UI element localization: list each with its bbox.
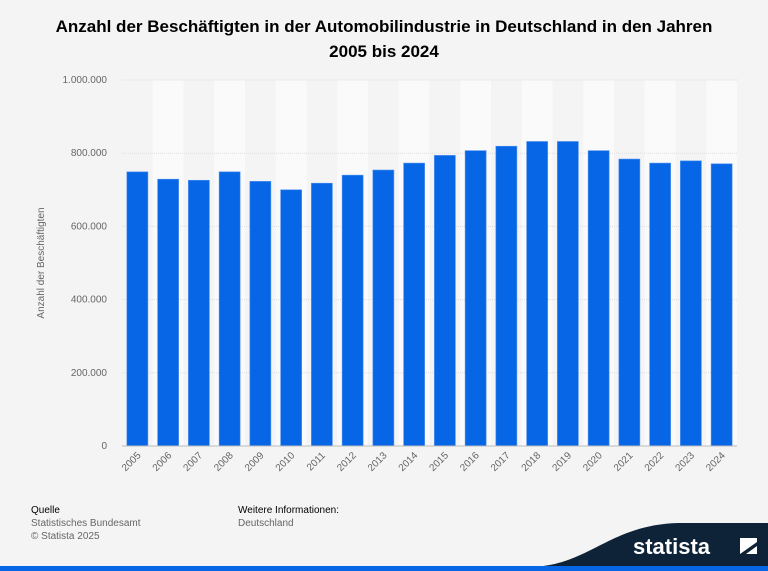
x-tick-label: 2016 xyxy=(458,450,482,474)
bar-2007 xyxy=(188,179,210,447)
bar-2011 xyxy=(311,182,333,447)
x-tick-label: 2010 xyxy=(274,450,298,474)
bar-2019 xyxy=(557,141,579,447)
bar-2014 xyxy=(403,162,425,447)
x-tick-label: 2017 xyxy=(489,450,513,474)
y-tick-label: 800.000 xyxy=(71,148,108,159)
bar-2012 xyxy=(341,174,364,447)
y-tick-label: 400.000 xyxy=(71,295,108,306)
y-tick-label: 200.000 xyxy=(71,368,108,379)
source-heading: Quelle xyxy=(31,505,60,516)
y-tick-label: 0 xyxy=(101,441,107,452)
x-tick-label: 2019 xyxy=(550,450,574,474)
info-heading: Weitere Informationen: xyxy=(238,505,339,516)
source-text[interactable]: Statistisches Bundesamt xyxy=(31,518,141,529)
x-tick-label: 2015 xyxy=(427,450,451,474)
x-tick-label: 2008 xyxy=(212,450,236,474)
bar-2016 xyxy=(464,150,487,447)
y-tick-label: 600.000 xyxy=(71,221,108,232)
bar-2022 xyxy=(649,162,671,447)
bar-2017 xyxy=(495,145,518,447)
source-block: Quelle Statistisches Bundesamt © Statist… xyxy=(31,504,141,543)
bar-2020 xyxy=(587,150,610,447)
bar-chart: 0 200.000 400.000 600.000 800.000 1.000.000 20… xyxy=(36,75,737,474)
x-tick-label: 2006 xyxy=(151,450,175,474)
chart-title: Anzahl der Beschäftigten in der Automobi… xyxy=(55,17,713,61)
x-tick-label: 2018 xyxy=(520,450,544,474)
x-tick-label: 2023 xyxy=(673,450,697,474)
x-tick-label: 2011 xyxy=(305,450,328,473)
info-block: Weitere Informationen: Deutschland xyxy=(238,504,339,530)
x-tick-label: 2024 xyxy=(704,450,728,474)
bar-2006 xyxy=(157,178,179,447)
y-tick-label: 1.000.000 xyxy=(63,75,108,86)
x-tick-label: 2020 xyxy=(581,450,605,474)
x-tick-label: 2021 xyxy=(612,450,636,474)
x-tick-label: 2007 xyxy=(181,450,205,474)
x-tick-label: 2009 xyxy=(243,450,267,474)
bar-2021 xyxy=(618,158,641,447)
bar-2015 xyxy=(434,155,456,447)
copyright-text: © Statista 2025 xyxy=(31,531,100,542)
bar-2018 xyxy=(526,141,548,447)
bar-2013 xyxy=(372,169,395,447)
x-tick-label: 2013 xyxy=(366,450,390,474)
bar-2010 xyxy=(280,189,302,447)
x-tick-label: 2014 xyxy=(397,450,421,474)
bar-2024 xyxy=(710,163,733,447)
info-text: Deutschland xyxy=(238,518,294,529)
brand-bar xyxy=(0,566,768,571)
x-tick-label: 2012 xyxy=(335,450,359,474)
x-tick-label: 2005 xyxy=(120,450,144,474)
statista-logo[interactable]: statista xyxy=(528,520,768,567)
bar-2005 xyxy=(126,171,149,447)
x-tick-label: 2022 xyxy=(643,450,667,474)
bar-2009 xyxy=(249,181,272,447)
svg-text:statista: statista xyxy=(633,534,711,559)
bar-2008 xyxy=(218,171,241,447)
bar-2023 xyxy=(680,160,702,447)
y-axis-label: Anzahl der Beschäftigten xyxy=(36,207,47,318)
